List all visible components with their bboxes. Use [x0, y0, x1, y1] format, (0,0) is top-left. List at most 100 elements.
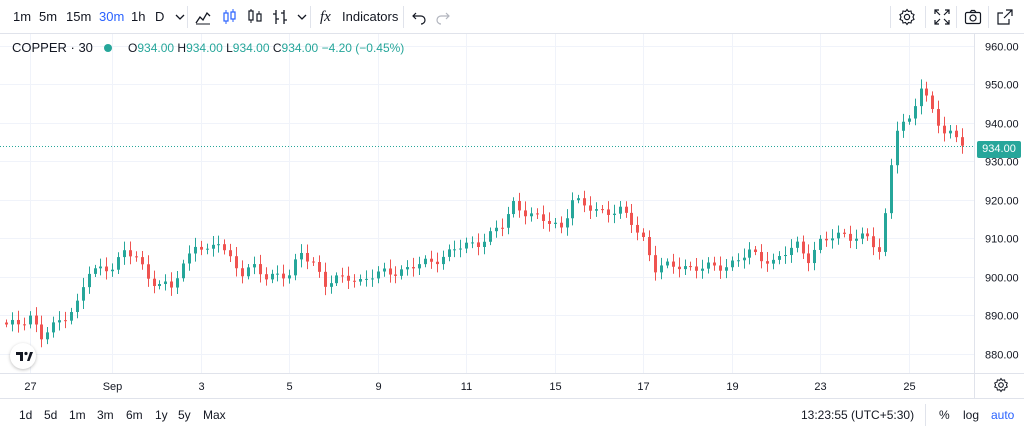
auto-toggle[interactable]: auto: [991, 408, 1015, 422]
candle-body: [158, 284, 161, 287]
timezone-clock[interactable]: 13:23:55 (UTC+5:30): [801, 408, 915, 422]
candle-body: [512, 201, 515, 215]
axis-settings-icon[interactable]: [994, 377, 1008, 393]
candle-body: [424, 258, 427, 265]
interval-5m[interactable]: 5m: [39, 9, 58, 24]
candle-body: [837, 232, 840, 239]
range-5d[interactable]: 5d: [44, 408, 58, 422]
last-price-tag: 934.00: [977, 141, 1021, 158]
candle-body: [819, 238, 822, 250]
fullscreen-icon[interactable]: [933, 8, 951, 26]
candle-body: [636, 224, 639, 233]
candle-body: [790, 247, 793, 256]
redo-icon[interactable]: [434, 8, 452, 26]
candle-body: [394, 274, 397, 276]
candle-body: [247, 267, 250, 277]
candle-body: [943, 125, 946, 134]
compare-icon[interactable]: [271, 8, 289, 26]
candle-body: [701, 268, 704, 271]
area-chart-icon[interactable]: [194, 8, 212, 26]
range-1d[interactable]: 1d: [19, 408, 33, 422]
candle-body: [70, 312, 73, 321]
tradingview-logo-icon[interactable]: [10, 343, 36, 369]
candle-body: [40, 324, 43, 340]
range-3m[interactable]: 3m: [97, 408, 114, 422]
candle-body: [784, 255, 787, 257]
interval-d[interactable]: D: [155, 9, 165, 24]
candle-body: [477, 242, 480, 247]
candle-body: [937, 109, 940, 126]
camera-icon[interactable]: [964, 8, 982, 26]
toolbar-divider: [403, 6, 404, 28]
range-1m[interactable]: 1m: [69, 408, 86, 422]
bottom-toolbar: 1d 5d 1m 3m 6m 1y 5y Max 13:23:55 (UTC+5…: [0, 398, 1024, 431]
candle-body: [371, 278, 374, 280]
symbol-title[interactable]: COPPER · 30: [12, 40, 93, 55]
candle-body: [601, 209, 604, 211]
candle-body: [507, 214, 510, 228]
interval-15m[interactable]: 15m: [66, 9, 92, 24]
candle-body: [825, 238, 828, 241]
chevron-down-icon[interactable]: [171, 8, 189, 26]
candle-body: [82, 287, 85, 301]
open-label: O: [128, 41, 138, 55]
candle-body: [642, 232, 645, 238]
candle-body: [796, 241, 799, 248]
candle-body: [182, 263, 185, 279]
time-tick-label: 17: [637, 381, 649, 393]
toolbar-divider: [890, 6, 891, 28]
candle-body: [400, 269, 403, 276]
candle-body: [288, 275, 291, 279]
change-value: −4.20 (−0.45%): [321, 41, 405, 55]
interval-30m[interactable]: 30m: [99, 9, 125, 24]
candle-body: [743, 257, 746, 261]
candle-body: [35, 315, 38, 325]
candle-body: [282, 273, 285, 279]
time-tick-label: 23: [814, 381, 826, 393]
range-1y[interactable]: 1y: [155, 408, 168, 422]
candle-body: [625, 206, 628, 213]
bars-icon[interactable]: [246, 8, 264, 26]
percent-toggle[interactable]: %: [939, 408, 950, 422]
candle-body: [518, 201, 521, 211]
candle-body: [11, 319, 14, 325]
time-tick-label: Sep: [103, 381, 123, 393]
candle-body: [418, 264, 421, 269]
candle-body: [271, 273, 274, 280]
candle-body: [878, 247, 881, 252]
undo-icon[interactable]: [410, 8, 428, 26]
candles: [5, 79, 964, 348]
time-tick-label: 27: [24, 381, 36, 393]
candle-body: [725, 267, 728, 271]
price-tick-label: 930.00: [985, 157, 1019, 169]
range-5y[interactable]: 5y: [178, 408, 191, 422]
candle-body: [955, 130, 958, 138]
market-status-dot: [104, 44, 112, 52]
indicators-button[interactable]: Indicators: [342, 9, 399, 24]
candle-body: [684, 266, 687, 270]
candle-body: [678, 266, 681, 270]
price-tick-label: 960.00: [985, 42, 1019, 54]
candle-body: [253, 264, 256, 268]
popout-icon[interactable]: [996, 8, 1014, 26]
candle-body: [595, 209, 598, 211]
candle-body: [188, 253, 191, 264]
candles-icon[interactable]: [220, 8, 238, 26]
candle-body: [141, 257, 144, 265]
fx-icon[interactable]: fx: [320, 9, 331, 25]
candle-body: [436, 261, 439, 265]
settings-icon[interactable]: [898, 8, 916, 26]
toolbar-divider: [187, 6, 188, 28]
range-6m[interactable]: 6m: [126, 408, 143, 422]
interval-1h[interactable]: 1h: [131, 9, 146, 24]
candle-body: [453, 249, 456, 251]
chevron-down-icon[interactable]: [293, 8, 311, 26]
interval-1m[interactable]: 1m: [13, 9, 32, 24]
candle-body: [170, 281, 173, 288]
log-toggle[interactable]: log: [963, 408, 980, 422]
chart-grid: [0, 34, 974, 373]
candle-body: [896, 130, 899, 166]
range-max[interactable]: Max: [203, 408, 226, 422]
candle-body: [737, 260, 740, 262]
price-chart[interactable]: 960.00 950.00 940.00 930.00 920.00 910.00 900.…: [0, 34, 1024, 398]
